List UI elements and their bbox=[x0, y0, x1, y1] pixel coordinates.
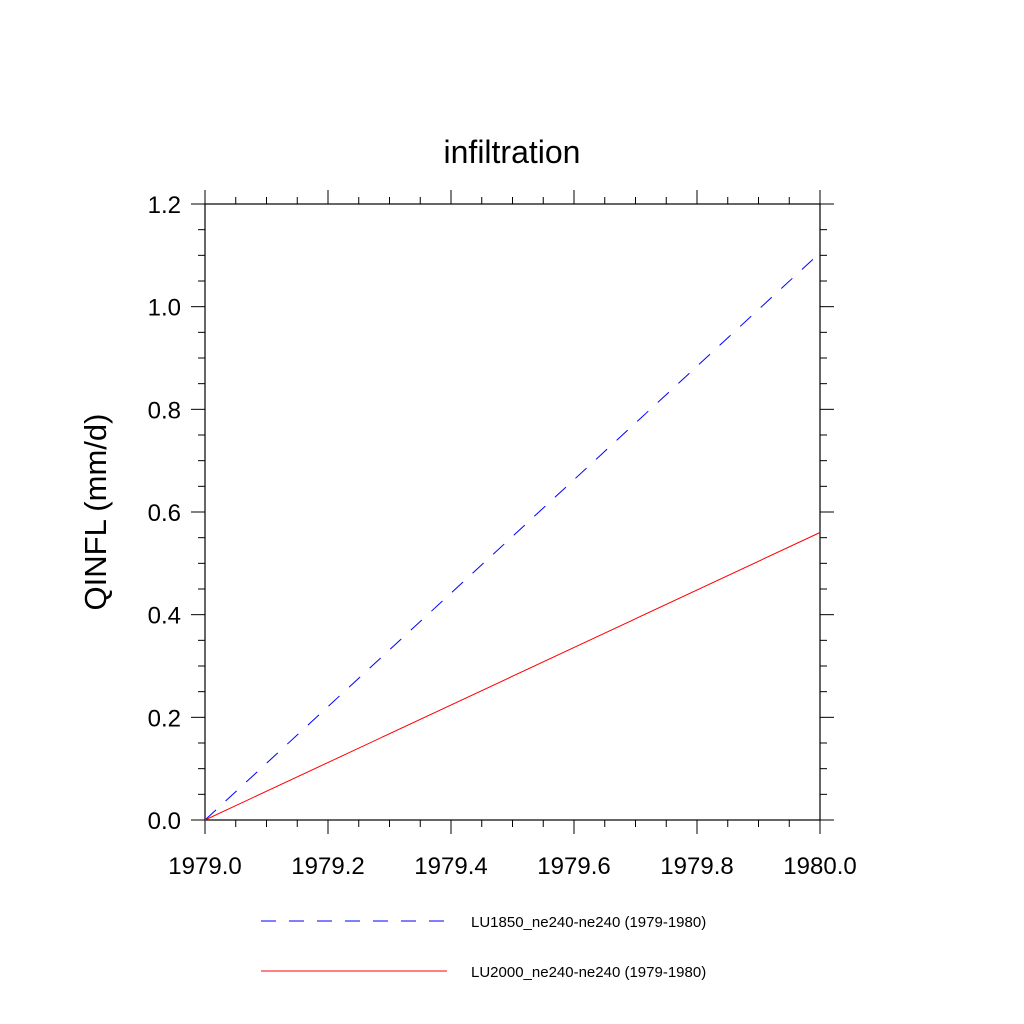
y-tick-label: 1.0 bbox=[148, 295, 181, 322]
x-tick-label: 1980.0 bbox=[783, 853, 856, 880]
y-axis-label: QINFL (mm/d) bbox=[78, 414, 113, 611]
x-tick-label: 1979.2 bbox=[291, 853, 364, 880]
y-tick-label: 0.6 bbox=[148, 500, 181, 527]
x-tick-label: 1979.4 bbox=[414, 853, 487, 880]
x-tick-label: 1979.6 bbox=[537, 853, 610, 880]
series-line-2 bbox=[204, 532, 821, 821]
chart-title: infiltration bbox=[444, 134, 581, 170]
y-tick-label: 0.4 bbox=[148, 603, 181, 630]
legend-label-1: LU1850_ne240-ne240 (1979-1980) bbox=[471, 914, 706, 931]
x-tick-label: 1979.8 bbox=[660, 853, 733, 880]
series-line-1 bbox=[204, 252, 821, 821]
legend: LU1850_ne240-ne240 (1979-1980) LU2000_ne2… bbox=[261, 914, 706, 981]
y-tick-label: 1.2 bbox=[148, 192, 181, 219]
plot-frame bbox=[204, 203, 821, 821]
y-tick-label: 0.8 bbox=[148, 397, 181, 424]
y-tick-label: 0.0 bbox=[148, 808, 181, 835]
legend-label-2: LU2000_ne240-ne240 (1979-1980) bbox=[471, 964, 706, 981]
y-tick-label: 0.2 bbox=[148, 705, 181, 732]
x-tick-label: 1979.0 bbox=[168, 853, 241, 880]
plot-area: 1979.0 1979.2 1979.4 1979.6 1979.8 1980.0 0.0 0… bbox=[148, 190, 857, 880]
